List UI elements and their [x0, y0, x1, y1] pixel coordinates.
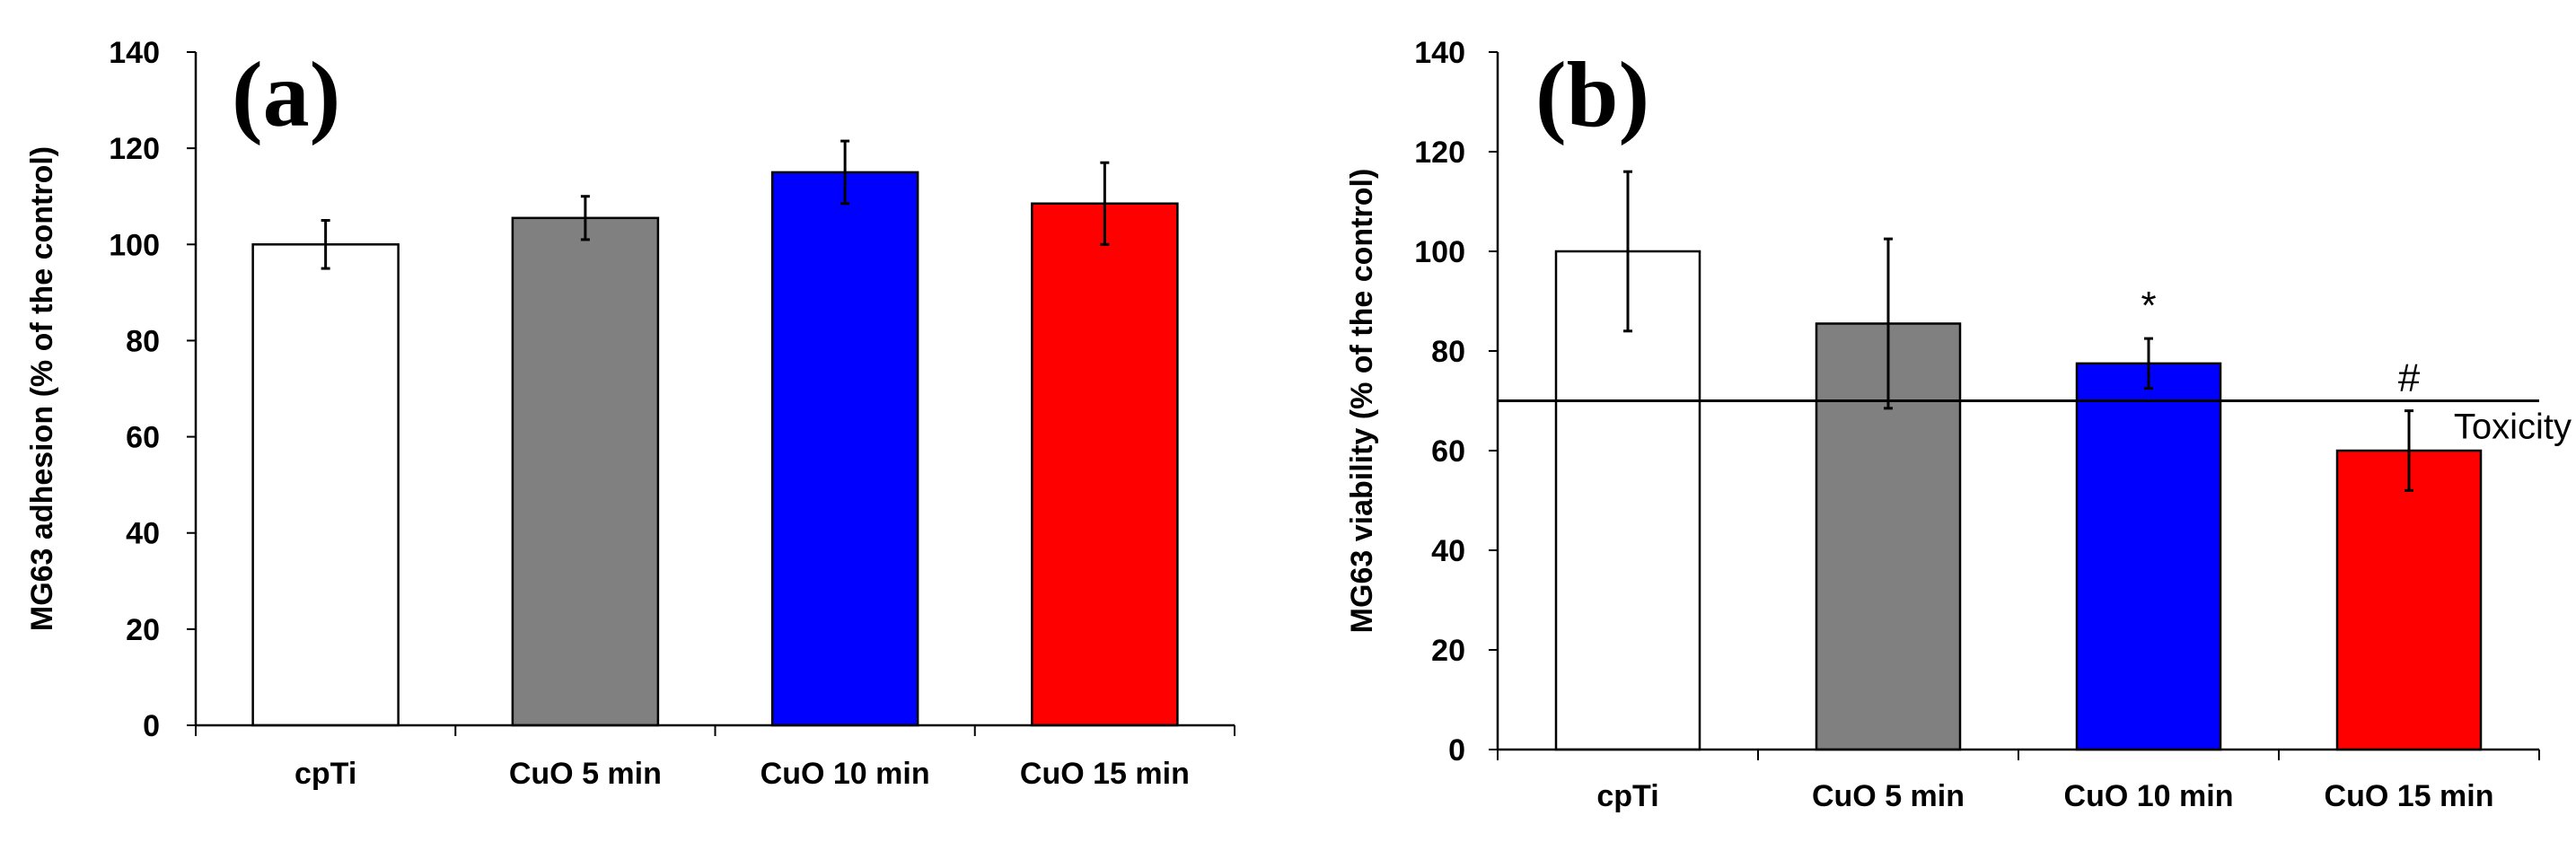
x-tick-label: CuO 5 min — [509, 757, 662, 791]
y-tick-label: 20 — [1431, 634, 1465, 668]
y-tick-label: 100 — [109, 228, 160, 262]
y-tick-label: 140 — [109, 36, 160, 70]
y-tick-label: 60 — [1431, 434, 1465, 469]
y-tick-label: 120 — [109, 132, 160, 166]
bar — [511, 216, 660, 727]
y-tick-label: 80 — [126, 324, 160, 358]
y-tick-label: 120 — [1414, 136, 1465, 170]
y-tick-label: 40 — [1431, 534, 1465, 568]
y-tick-label: 0 — [1448, 733, 1465, 767]
y-tick-label: 60 — [126, 421, 160, 455]
x-tick-label: CuO 5 min — [1812, 779, 1965, 813]
y-tick-label: 140 — [1414, 36, 1465, 70]
significance-marker: * — [2141, 284, 2156, 328]
toxicity-label: Toxicity — [2454, 408, 2572, 447]
panel-label: (a) — [232, 43, 340, 146]
chart-a: 0 20 40 60 80 100 120 140 MG63 adhesion (% of th… — [25, 36, 1235, 791]
bar — [2335, 449, 2483, 751]
x-tick-label: cpTi — [295, 757, 356, 791]
y-tick-label: 20 — [126, 613, 160, 647]
y-tick-label: 100 — [1414, 235, 1465, 269]
x-tick-label: cpTi — [1596, 779, 1658, 813]
bar — [2075, 362, 2222, 751]
x-tick-label: CuO 10 min — [2064, 779, 2234, 813]
bar — [251, 243, 400, 727]
y-axis-label: MG63 viability (% of the control) — [1345, 169, 1379, 634]
y-tick-label: 40 — [126, 517, 160, 551]
bar — [1031, 202, 1179, 727]
panel-label: (b) — [1535, 43, 1649, 146]
x-tick-label: CuO 10 min — [760, 757, 930, 791]
y-axis-label: MG63 adhesion (% of the control) — [25, 146, 59, 631]
x-tick-label: CuO 15 min — [2325, 779, 2494, 813]
y-tick-label: 0 — [143, 709, 160, 743]
y-tick-label: 80 — [1431, 335, 1465, 369]
chart-b: 0 20 40 60 80 100 120 140 MG63 viability (% of t… — [1345, 36, 2572, 813]
x-tick-label: CuO 15 min — [1020, 757, 1190, 791]
significance-marker: # — [2398, 356, 2421, 400]
bar — [770, 171, 919, 727]
